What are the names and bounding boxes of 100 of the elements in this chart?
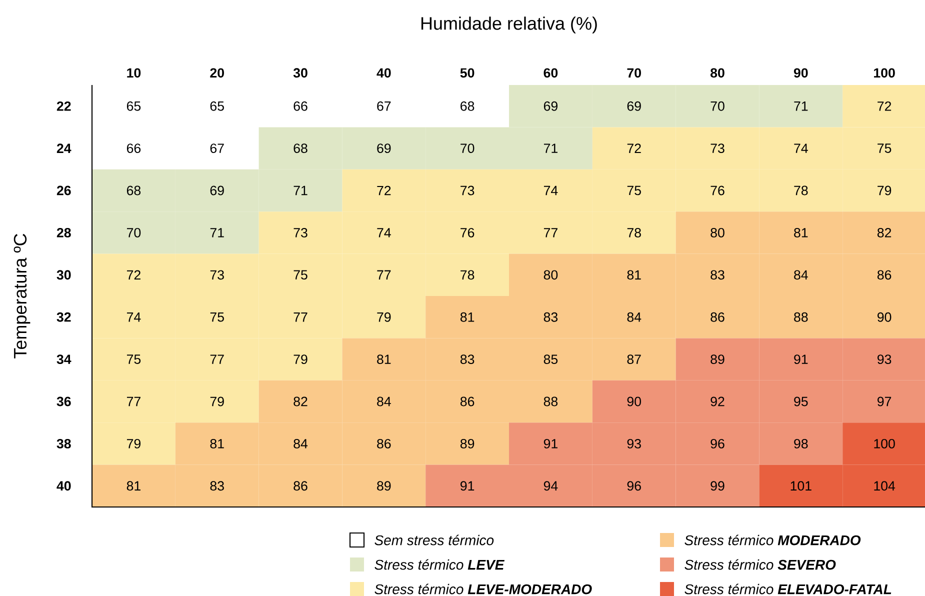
data-label: 73 [294,228,308,238]
legend-label: Stress térmico LEVE [374,559,505,570]
data-label: 86 [710,312,724,322]
data-label: 72 [377,186,391,196]
data-label: 75 [210,312,224,322]
data-label: 86 [294,481,308,491]
x-tick-label: 90 [794,68,808,78]
data-label: 69 [377,144,391,154]
data-label: 76 [710,186,724,196]
data-label: 79 [294,354,308,364]
data-label: 89 [710,354,724,364]
data-label: 97 [878,396,892,406]
data-label: 81 [794,228,808,238]
data-label: 99 [710,481,724,491]
data-label: 74 [544,186,558,196]
data-label: 91 [544,438,558,448]
y-tick-label: 34 [56,354,72,364]
data-label: 75 [294,270,308,280]
data-label: 82 [877,228,892,238]
data-label: 72 [627,144,641,153]
data-label: 86 [877,270,892,280]
data-label: 79 [210,396,224,406]
data-label: 73 [210,270,224,280]
data-label: 78 [794,186,808,196]
legend-label: Sem stress térmico [374,534,494,546]
data-label: 79 [126,438,140,448]
data-label: 89 [377,481,391,491]
data-label: 73 [710,144,724,154]
data-label: 84 [627,312,642,322]
data-label: 70 [126,228,141,238]
data-label: 83 [210,481,224,491]
data-label: 88 [544,396,558,406]
data-label: 79 [377,312,391,322]
x-tick-label: 60 [544,68,558,78]
data-label: 74 [377,228,391,238]
data-label: 69 [210,186,224,196]
data-label: 77 [126,396,140,406]
data-label: 77 [544,228,558,238]
data-label: 68 [294,144,308,154]
data-label: 81 [377,354,391,364]
data-label: 68 [126,186,141,196]
data-label: 91 [794,354,808,364]
data-label: 82 [294,396,308,406]
data-label: 84 [794,270,808,280]
data-label: 81 [627,270,641,280]
data-label: 75 [126,354,141,364]
x-axis-title: Humidade relativa (%) [421,16,597,34]
data-label: 89 [460,438,474,448]
data-label: 65 [210,101,224,111]
data-label: 86 [377,438,391,448]
data-label: 81 [210,438,224,448]
data-label: 76 [460,228,474,238]
data-label: 96 [627,481,641,491]
data-label: 80 [544,270,558,280]
data-label: 78 [460,270,474,280]
data-label: 90 [878,312,892,322]
data-label: 83 [460,354,474,364]
x-tick-label: 20 [210,68,224,78]
legend-label: Stress térmico ELEVADO-FATAL [684,584,892,594]
data-label: 68 [460,101,474,111]
x-tick-label: 80 [710,68,724,78]
x-tick-label: 50 [460,68,474,78]
data-label: 80 [710,228,724,238]
data-label: 71 [210,228,224,238]
data-label: 67 [377,101,391,111]
legend-label: Stress térmico LEVE-MODERADO [374,584,592,594]
y-tick-label: 38 [56,438,71,448]
data-label: 71 [544,144,558,153]
data-label: 81 [460,312,474,322]
x-tick-label: 40 [376,68,391,78]
y-tick-label: 30 [56,270,71,280]
data-label: 98 [794,438,808,448]
data-label: 88 [794,312,808,322]
data-label: 70 [460,144,474,154]
data-label: 93 [878,354,892,364]
data-label: 90 [627,396,642,406]
y-tick-label: 28 [56,228,71,238]
x-tick-label: 100 [874,68,895,78]
data-label: 75 [878,144,892,153]
data-label: 71 [794,102,808,111]
data-label: 92 [710,396,724,406]
legend-label: Stress térmico MODERADO [684,534,861,546]
data-label: 84 [377,396,391,406]
data-label: 87 [627,354,641,364]
data-label: 79 [878,186,892,196]
data-label: 91 [460,481,474,491]
legend-label: Stress térmico SEVERO [684,559,836,570]
data-label: 101 [790,481,812,491]
x-tick-label: 30 [293,68,308,78]
data-label: 104 [874,481,896,491]
data-label: 84 [294,438,308,448]
data-label: 73 [460,186,474,196]
data-label: 67 [210,144,224,154]
y-tick-label: 32 [56,312,71,322]
x-tick-label: 10 [127,68,141,78]
y-tick-label: 26 [56,186,71,196]
data-label: 69 [544,101,558,111]
data-label: 94 [544,481,558,491]
y-tick-label: 22 [56,101,71,111]
data-label: 72 [126,270,140,280]
